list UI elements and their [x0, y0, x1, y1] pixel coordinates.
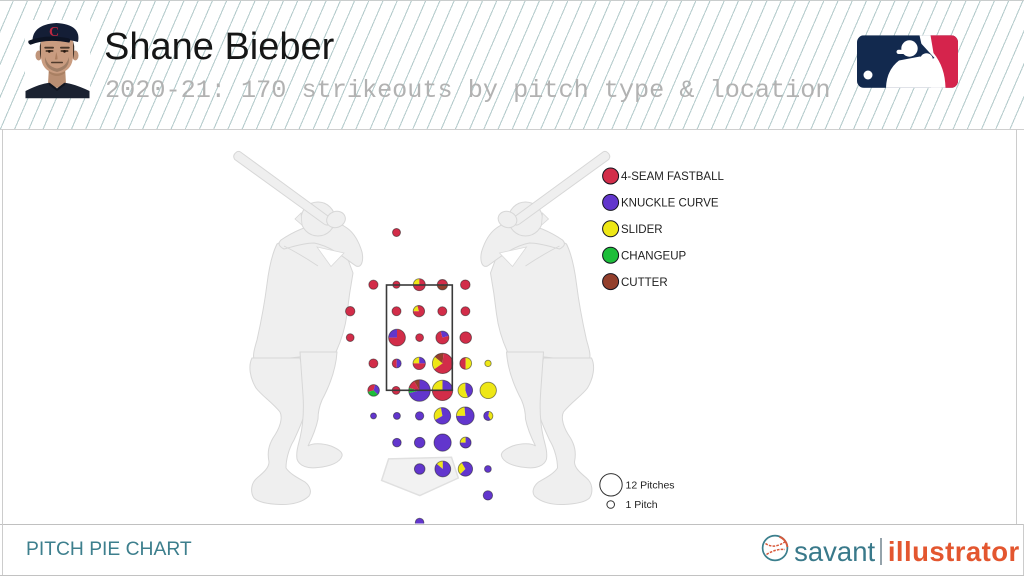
svg-text:4-SEAM FASTBALL: 4-SEAM FASTBALL — [621, 171, 725, 183]
svg-text:CHANGEUP: CHANGEUP — [621, 250, 687, 262]
svg-text:C: C — [49, 25, 59, 40]
svg-text:KNUCKLE CURVE: KNUCKLE CURVE — [621, 198, 719, 210]
svg-text:SLIDER: SLIDER — [621, 224, 663, 236]
svg-text:12 Pitches: 12 Pitches — [626, 480, 675, 492]
svg-text:1 Pitch: 1 Pitch — [626, 499, 658, 511]
svg-text:CUTTER: CUTTER — [621, 277, 668, 289]
